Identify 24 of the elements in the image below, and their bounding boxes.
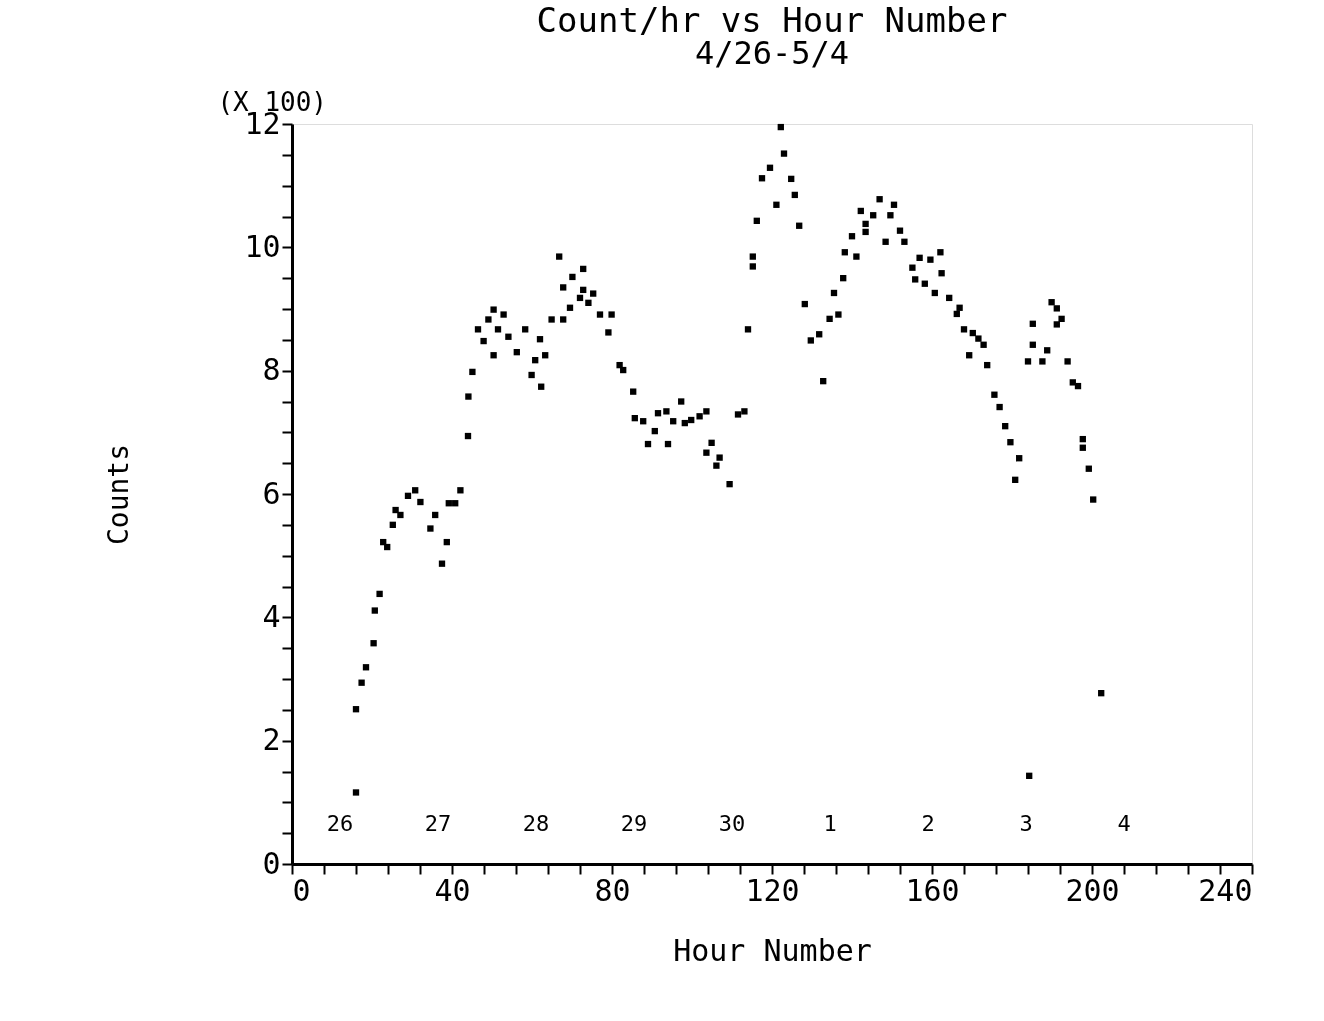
y-tick-label: 4 (262, 598, 281, 634)
x-tick-label: 240 (1198, 872, 1253, 908)
x-axis-title: Hour Number (673, 932, 872, 968)
annotation: 1 (823, 811, 837, 836)
annotation: 4 (1117, 811, 1131, 836)
x-tick-label: 0 (292, 872, 311, 908)
x-tick-label: 120 (745, 872, 800, 908)
annotation: 30 (718, 811, 746, 836)
annotation: 27 (424, 811, 452, 836)
annotation: 3 (1019, 811, 1033, 836)
y-tick-label: 10 (244, 228, 281, 264)
x-tick-label: 200 (1065, 872, 1120, 908)
annotation: 26 (326, 811, 354, 836)
x-tick-label: 40 (434, 872, 471, 908)
y-tick-label: 2 (262, 722, 281, 758)
y-tick-label: 8 (262, 352, 281, 388)
x-tick-label: 80 (594, 872, 631, 908)
y-tick-label: 0 (262, 845, 281, 881)
annotation: 2 (921, 811, 935, 836)
y-tick-label: 6 (262, 475, 281, 511)
annotation: 28 (522, 811, 550, 836)
annotation: 29 (620, 811, 648, 836)
y-axis-title: Counts (102, 443, 136, 546)
x-tick-label: 160 (905, 872, 960, 908)
